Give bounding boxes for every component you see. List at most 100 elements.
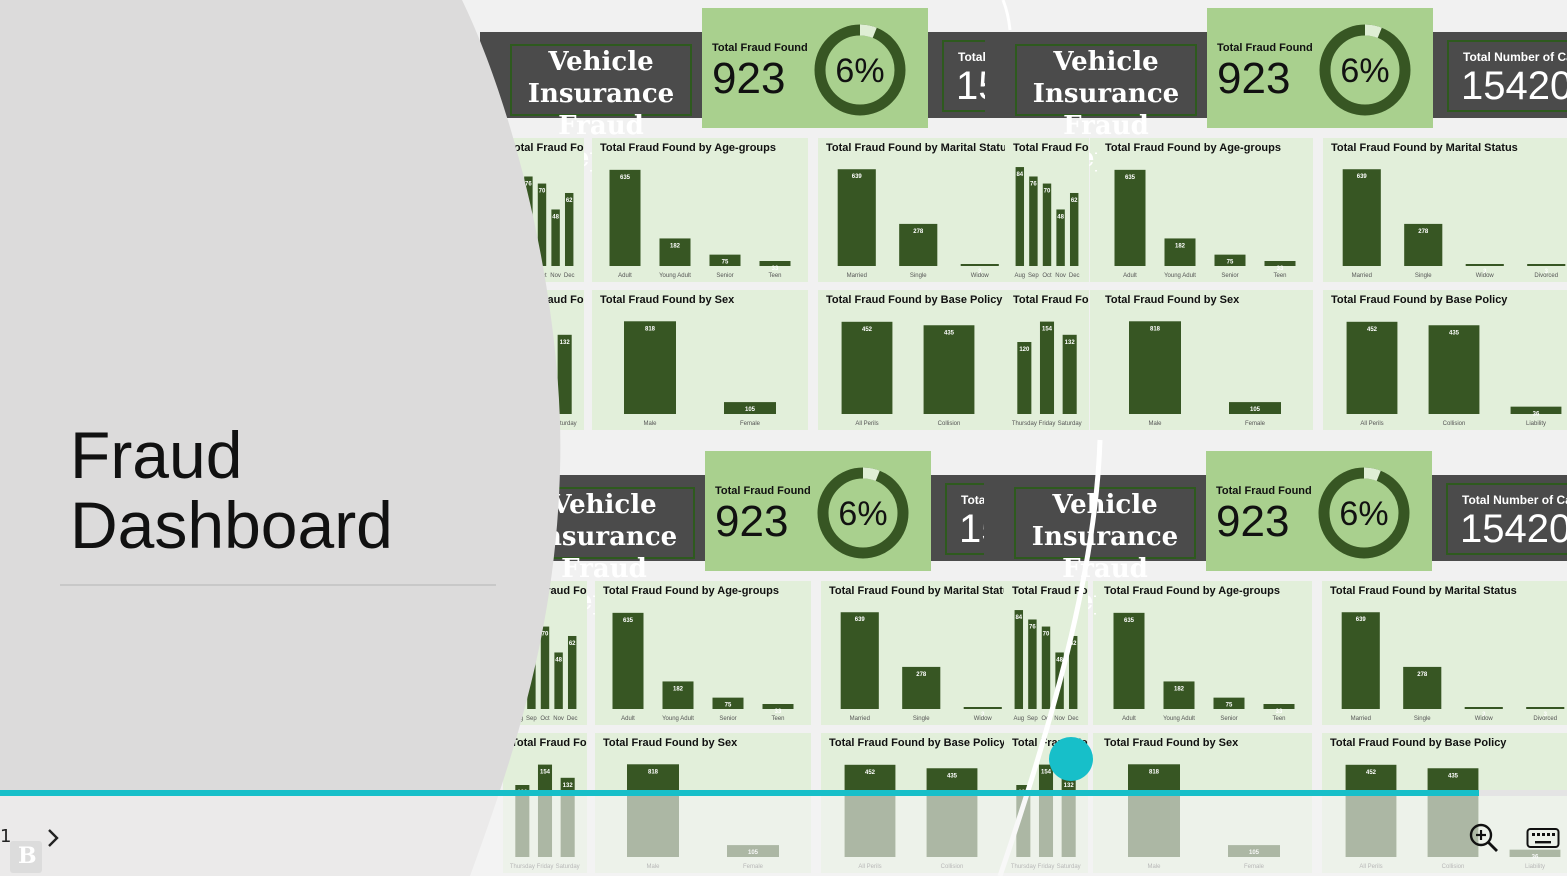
category-label: Collision <box>938 421 961 427</box>
data-label: 132 <box>563 783 574 789</box>
category-label: Saturday <box>553 421 577 427</box>
data-label: 105 <box>745 407 756 413</box>
category-label: Widow <box>1475 716 1494 722</box>
data-label: 62 <box>1071 198 1078 204</box>
category-label: Teen <box>1273 273 1286 279</box>
data-label: 635 <box>620 175 631 181</box>
kpi-total-fraud-value: 923 <box>712 54 786 103</box>
data-label: 84 <box>514 615 521 621</box>
dashboard-title-line: Vehicle Insurance <box>527 47 675 109</box>
category-label: Nov <box>553 716 564 722</box>
data-label: 48 <box>552 214 559 220</box>
chart-panel-months: Total Fraud Found by Months84Aug76Sep70O… <box>503 581 587 725</box>
zoom-button[interactable] <box>1468 822 1500 854</box>
category-label: Dec <box>1069 273 1080 279</box>
category-label: Senior <box>1221 273 1238 279</box>
category-label: Sep <box>1027 716 1038 722</box>
category-label: Widow <box>971 273 990 279</box>
category-label: Thursday <box>1012 421 1037 427</box>
chart-bar <box>612 612 644 709</box>
chart-panel-months: Total Fraud Found by Months84Aug76Sep70O… <box>1004 581 1088 725</box>
chart-title: Total Fraud Found by Age-groups <box>1105 142 1281 154</box>
chart-plot: 120 Thursday 154 Friday 132 Saturday <box>507 321 577 427</box>
zoom-in-icon <box>1469 823 1498 852</box>
chart-title: Total Fraud Found by Base Policy <box>826 294 1003 306</box>
chart-bar <box>1229 402 1281 414</box>
kpi-total-fraud-label: Total Fraud Found <box>712 42 808 54</box>
category-label: Female <box>740 421 761 427</box>
chart-bar <box>1163 681 1195 709</box>
chart-bar <box>1029 176 1038 266</box>
data-label: 818 <box>648 769 659 775</box>
next-slide-button[interactable] <box>44 823 64 853</box>
category-label: Friday <box>534 421 551 427</box>
data-label: 639 <box>1356 617 1367 623</box>
data-label: 452 <box>1366 770 1377 776</box>
chart-bar <box>1017 342 1032 414</box>
chart-bar <box>1069 192 1079 266</box>
chart-bar <box>759 261 791 266</box>
fraud-percent-ring: 6% <box>817 467 909 559</box>
chart-title: Total Fraud Found by Marital Status <box>1330 585 1517 597</box>
chart-plot: 452 All Perils 435 Collision 36 Liability <box>1346 321 1562 427</box>
data-label: 3 <box>1545 269 1549 275</box>
data-label: 278 <box>916 672 927 678</box>
kpi-total-cases-label: Total Number of Cases <box>1463 50 1567 64</box>
category-label: Nov <box>1055 273 1066 279</box>
data-label: 48 <box>1056 657 1063 663</box>
category-label: Senior <box>719 716 736 722</box>
data-label: 182 <box>670 243 681 249</box>
category-label: Teen <box>1272 716 1285 722</box>
chart-bar <box>1346 321 1398 414</box>
data-label: 132 <box>1065 340 1076 346</box>
chart-plot: 818 Male 105 Female <box>1129 321 1281 427</box>
data-label: 639 <box>855 617 866 623</box>
data-label: 639 <box>852 174 863 180</box>
category-label: All Perils <box>855 421 878 427</box>
chart-title: Total Fraud Found by Sex <box>1104 737 1239 749</box>
chart-bar <box>1403 666 1442 709</box>
category-label: Married <box>1352 273 1372 279</box>
progress-bar[interactable] <box>0 790 1567 796</box>
chart-title: Total Fraud Found by Months <box>1013 142 1089 154</box>
data-label: 435 <box>1449 330 1460 336</box>
data-label: 120 <box>1019 347 1030 353</box>
keyboard-icon <box>1526 828 1560 848</box>
chart-bar <box>524 176 533 266</box>
chart-bar <box>724 402 776 414</box>
chart-bar <box>1015 167 1025 266</box>
slide-title-line-1: Fraud <box>70 418 243 492</box>
category-label: Adult <box>618 273 632 279</box>
category-label: Married <box>1351 716 1371 722</box>
category-label: Sep <box>523 273 534 279</box>
keyboard-shortcuts-button[interactable] <box>1526 824 1560 852</box>
category-label: Saturday <box>1058 421 1082 427</box>
data-label: 84 <box>511 172 518 178</box>
data-label: 33 <box>775 709 782 715</box>
category-label: Oct <box>1042 273 1052 279</box>
kpi-total-cases-value: 15420 <box>1461 64 1567 108</box>
chart-title: Total Fraud Found by Marital Status <box>829 585 1016 597</box>
data-label: 3 <box>1483 269 1487 275</box>
progress-handle[interactable] <box>1049 737 1093 781</box>
data-label: 635 <box>1124 618 1135 624</box>
data-label: 132 <box>1064 783 1075 789</box>
data-label: 278 <box>913 229 924 235</box>
chart-title: Total Fraud Found by Marital Status <box>1331 142 1518 154</box>
chart-title: Total Fraud Found by Marital Status <box>826 142 1013 154</box>
data-label: 75 <box>725 703 732 709</box>
chart-title: Total Fraud Found by Sex <box>600 294 735 306</box>
data-label: 154 <box>1041 770 1052 776</box>
category-label: Adult <box>621 716 635 722</box>
category-label: Nov <box>550 273 561 279</box>
chart-bar <box>1428 325 1480 414</box>
data-label: 76 <box>528 624 535 630</box>
chart-bar <box>837 169 876 266</box>
data-label: 3 <box>1482 712 1486 718</box>
